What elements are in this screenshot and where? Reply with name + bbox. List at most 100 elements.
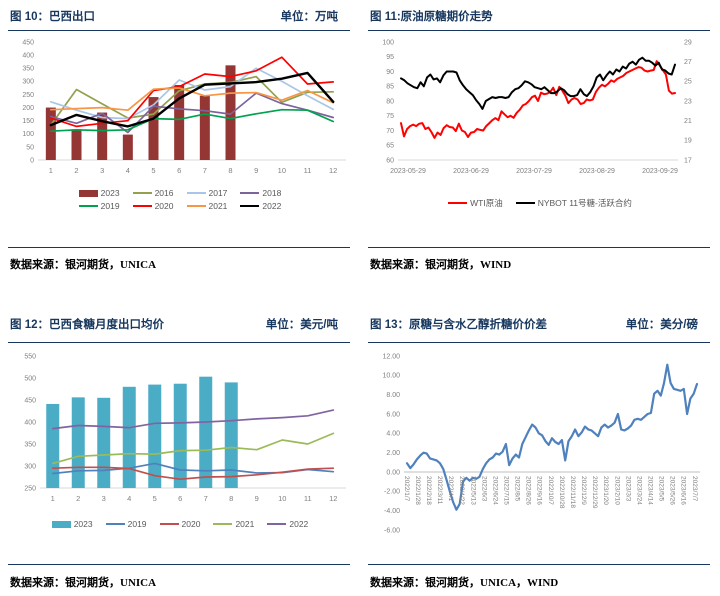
svg-text:2022/7/15: 2022/7/15: [502, 476, 509, 505]
svg-text:12.00: 12.00: [382, 353, 400, 360]
svg-text:450: 450: [24, 397, 36, 404]
legend-swatch: [78, 189, 98, 197]
legend-item-2020: 2020: [159, 519, 200, 529]
legend-label: 2019: [100, 201, 120, 211]
svg-text:2022/6/3: 2022/6/3: [480, 476, 487, 502]
svg-text:70: 70: [386, 128, 394, 135]
bar-2023-m6: [174, 85, 185, 160]
svg-text:2022/6/24: 2022/6/24: [491, 476, 498, 505]
svg-text:2023/6/16: 2023/6/16: [680, 476, 687, 505]
bar-2023-m2: [71, 129, 82, 160]
svg-text:12: 12: [329, 166, 337, 175]
svg-text:21: 21: [684, 118, 692, 125]
svg-text:95: 95: [386, 54, 394, 61]
svg-text:2023-05-29: 2023-05-29: [390, 168, 426, 175]
svg-text:0: 0: [30, 157, 34, 164]
svg-text:-6.00: -6.00: [384, 527, 400, 534]
svg-text:2023-07-29: 2023-07-29: [516, 168, 552, 175]
legend-label: 2017: [208, 188, 228, 198]
bar-2023-m6: [173, 383, 187, 488]
figure-title: 图 10：巴西出口: [10, 11, 95, 23]
header-divider: [8, 30, 350, 31]
svg-text:29: 29: [684, 39, 692, 46]
header-divider: [8, 342, 350, 343]
svg-text:300: 300: [24, 463, 36, 470]
figure-13-header: 图 13：原糖与含水乙醇折糖价价差 单位：美分/磅: [370, 316, 698, 332]
line-series-2019: [51, 462, 335, 475]
legend-item-2020: 2020: [132, 201, 174, 211]
legend-label: 2023: [73, 519, 93, 529]
svg-text:10: 10: [278, 166, 286, 175]
svg-text:2022/12/9: 2022/12/9: [580, 476, 587, 505]
legend-swatch: [213, 522, 233, 526]
svg-text:2022/1/28: 2022/1/28: [414, 476, 421, 505]
svg-text:2: 2: [74, 166, 78, 175]
legend-label: 2019: [127, 519, 147, 529]
svg-text:350: 350: [22, 66, 34, 73]
legend-swatch: [267, 522, 287, 526]
legend-label: 2022: [262, 201, 282, 211]
chart-legend: WTI原油 NYBOT 11号糖-活跃合约: [360, 197, 720, 209]
chart-svg: -6.00 -4.00 -2.00 0.00 2.00 4.00 6.00 8.00 10.00…: [382, 353, 700, 534]
legend-swatch: [186, 191, 206, 195]
footer-divider: [368, 564, 710, 565]
svg-text:500: 500: [24, 375, 36, 382]
legend-label: 2021: [235, 519, 255, 529]
legend-item-2017: 2017: [186, 188, 228, 198]
legend-item-2018: 2018: [240, 188, 281, 198]
svg-text:11: 11: [304, 494, 312, 503]
svg-text:2022/3/11: 2022/3/11: [436, 476, 443, 505]
svg-text:4: 4: [127, 494, 131, 503]
line-series-2016: [49, 75, 335, 126]
bar-2023-m8: [225, 65, 236, 160]
svg-text:9: 9: [255, 494, 259, 503]
figure-11-panel: 图 11:原油原糖期价走势 60 65 70 75 80 85 90 95 100 17 19 21 2…: [360, 0, 720, 300]
legend-label: 2016: [154, 188, 174, 198]
svg-text:8: 8: [229, 494, 233, 503]
legend-item-NYBOT 11号糖-活跃合约: NYBOT 11号糖-活跃合约: [515, 197, 632, 209]
figure-unit: 单位：万吨: [280, 11, 339, 23]
line-series-2020: [49, 56, 335, 128]
bar-2023-m5: [148, 384, 162, 488]
svg-text:2: 2: [76, 494, 80, 503]
svg-text:23: 23: [684, 98, 692, 105]
line-series-2022: [49, 71, 335, 128]
figure-12-panel: 图 12：巴西食糖月度出口均价 单位：美元/吨 250 300 350 400 450 5…: [0, 300, 360, 596]
svg-text:150: 150: [22, 118, 34, 125]
svg-text:2.00: 2.00: [386, 450, 400, 457]
footer-divider: [8, 564, 350, 565]
svg-text:2022/12/29: 2022/12/29: [591, 476, 598, 509]
svg-text:65: 65: [386, 143, 394, 150]
svg-text:400: 400: [22, 53, 34, 60]
figure-11-header: 图 11:原油原糖期价走势: [370, 8, 698, 24]
bar-2023-m1: [45, 107, 56, 160]
svg-text:-2.00: -2.00: [384, 489, 400, 496]
svg-text:10: 10: [278, 494, 286, 503]
svg-text:2022/10/28: 2022/10/28: [558, 476, 565, 509]
line-series-2019: [49, 108, 335, 133]
svg-text:2023-09-29: 2023-09-29: [642, 168, 678, 175]
legend-swatch: [240, 204, 260, 208]
svg-text:25: 25: [684, 79, 692, 86]
svg-text:1: 1: [51, 494, 55, 503]
chart-crude-sugar-futures: 60 65 70 75 80 85 90 95 100 17 19 21 23 25 27 29 2023-05…: [368, 36, 712, 186]
figure-13-panel: 图 13：原糖与含水乙醇折糖价价差 单位：美分/磅 -6.00 -4.00 -2.0…: [360, 300, 720, 596]
line-series-2020: [51, 466, 335, 481]
bar-2023-m7: [199, 376, 213, 488]
svg-text:50: 50: [26, 144, 34, 151]
legend-item-2021: 2021: [186, 201, 227, 211]
bar-2023-m4: [122, 134, 133, 160]
svg-text:2022/8/5: 2022/8/5: [514, 476, 521, 502]
svg-text:2023/3/3: 2023/3/3: [624, 476, 631, 502]
svg-text:4: 4: [126, 166, 130, 175]
svg-text:5: 5: [151, 166, 155, 175]
legend-item-2019: 2019: [78, 201, 120, 211]
svg-text:90: 90: [386, 69, 394, 76]
svg-text:200: 200: [22, 105, 34, 112]
bar-2023-m5: [148, 97, 159, 160]
svg-text:6: 6: [178, 494, 182, 503]
figure-unit: 单位：美元/吨: [265, 319, 338, 331]
line-series-2021: [51, 432, 335, 465]
legend-swatch: [159, 522, 179, 526]
figure-title: 图 11:原油原糖期价走势: [370, 11, 493, 23]
